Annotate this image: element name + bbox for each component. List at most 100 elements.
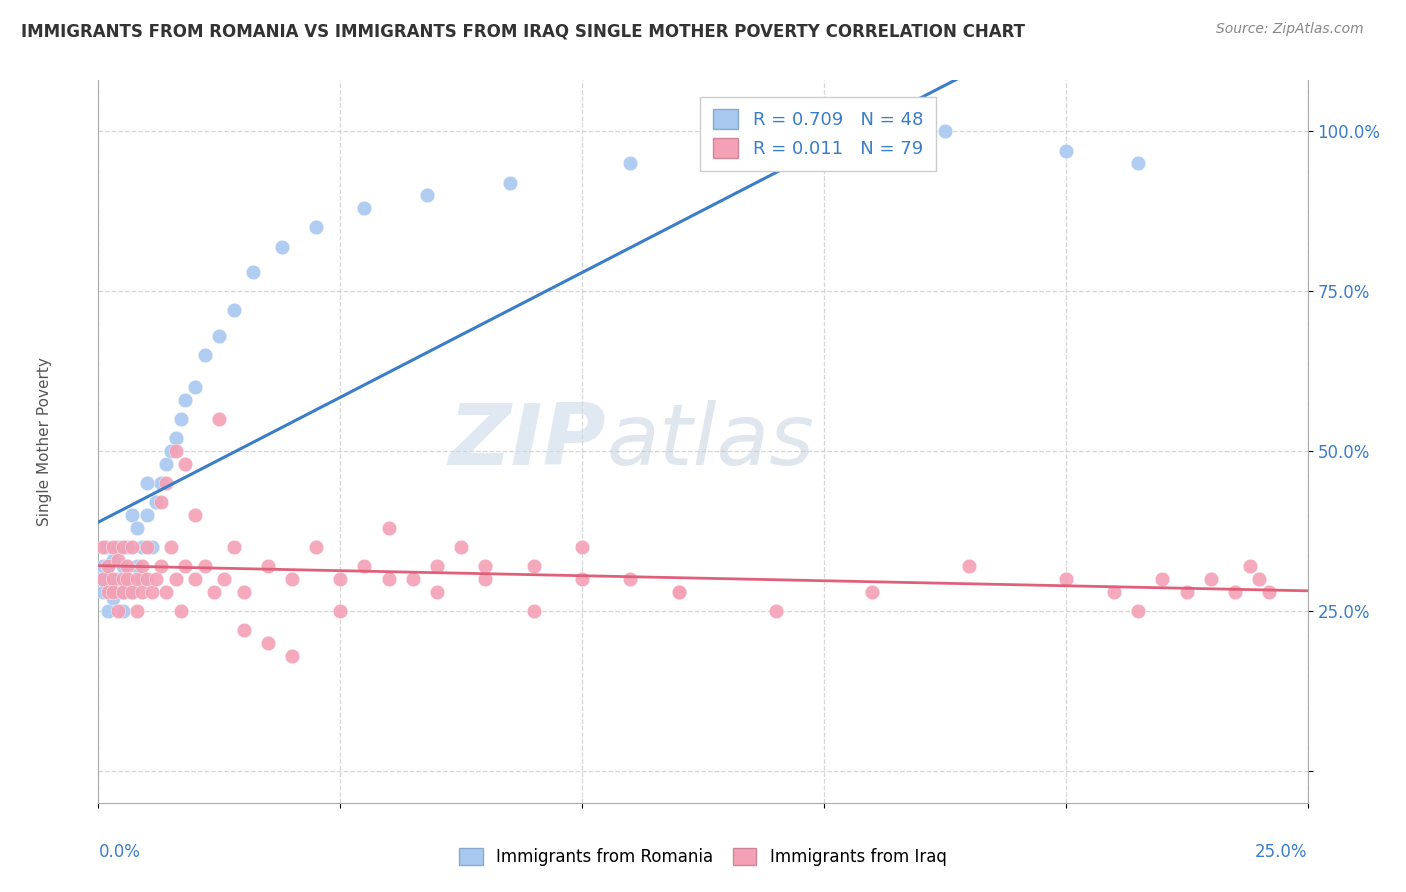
Point	[1152, 572, 1174, 586]
Point	[111, 584, 134, 599]
Point	[194, 559, 217, 574]
Point	[184, 572, 207, 586]
Point	[353, 559, 375, 574]
Point	[474, 559, 496, 574]
Point	[281, 572, 304, 586]
Point	[150, 476, 173, 491]
Point	[127, 521, 149, 535]
Point	[107, 604, 129, 618]
Point	[117, 559, 139, 574]
Point	[165, 572, 187, 586]
Point	[194, 348, 217, 362]
Point	[184, 508, 207, 522]
Point	[91, 584, 114, 599]
Text: Source: ZipAtlas.com: Source: ZipAtlas.com	[1216, 22, 1364, 37]
Point	[121, 584, 143, 599]
Point	[1175, 584, 1198, 599]
Point	[121, 508, 143, 522]
Point	[117, 572, 139, 586]
Point	[111, 540, 134, 554]
Point	[101, 584, 124, 599]
Point	[141, 584, 163, 599]
Point	[165, 431, 187, 445]
Point	[619, 572, 641, 586]
Point	[1054, 144, 1077, 158]
Point	[94, 540, 117, 554]
Point	[101, 584, 124, 599]
Point	[204, 584, 226, 599]
Text: atlas: atlas	[606, 400, 814, 483]
Point	[174, 457, 197, 471]
Point	[329, 604, 352, 618]
Point	[101, 572, 124, 586]
Point	[377, 572, 399, 586]
Point	[523, 559, 546, 574]
Point	[101, 553, 124, 567]
Point	[789, 137, 811, 152]
Point	[150, 495, 173, 509]
Point	[131, 540, 153, 554]
Point	[571, 540, 593, 554]
Point	[127, 572, 149, 586]
Point	[1102, 584, 1125, 599]
Point	[1054, 572, 1077, 586]
Point	[305, 540, 328, 554]
Point	[117, 572, 139, 586]
Point	[107, 540, 129, 554]
Point	[256, 559, 278, 574]
Point	[1128, 604, 1150, 618]
Point	[135, 540, 157, 554]
Legend: Immigrants from Romania, Immigrants from Iraq: Immigrants from Romania, Immigrants from…	[453, 841, 953, 873]
Point	[111, 584, 134, 599]
Point	[668, 584, 690, 599]
Point	[127, 559, 149, 574]
Point	[1128, 156, 1150, 170]
Point	[523, 604, 546, 618]
Point	[1199, 572, 1222, 586]
Point	[353, 201, 375, 215]
Text: ZIP: ZIP	[449, 400, 606, 483]
Point	[131, 584, 153, 599]
Point	[97, 572, 120, 586]
Point	[111, 604, 134, 618]
Point	[256, 636, 278, 650]
Point	[1257, 584, 1279, 599]
Point	[90, 572, 112, 586]
Point	[450, 540, 472, 554]
Point	[169, 412, 191, 426]
Point	[150, 559, 173, 574]
Point	[281, 648, 304, 663]
Point	[271, 239, 294, 253]
Point	[135, 476, 157, 491]
Point	[305, 220, 328, 235]
Point	[416, 188, 439, 202]
Point	[97, 559, 120, 574]
Point	[135, 508, 157, 522]
Point	[174, 392, 197, 407]
Point	[91, 559, 114, 574]
Point	[101, 540, 124, 554]
Point	[222, 303, 245, 318]
Point	[169, 604, 191, 618]
Point	[91, 540, 114, 554]
Text: 25.0%: 25.0%	[1256, 843, 1308, 861]
Point	[402, 572, 425, 586]
Point	[145, 495, 167, 509]
Point	[860, 584, 883, 599]
Point	[1249, 572, 1271, 586]
Point	[155, 584, 177, 599]
Point	[329, 572, 352, 586]
Point	[117, 540, 139, 554]
Point	[222, 540, 245, 554]
Point	[127, 604, 149, 618]
Point	[232, 584, 254, 599]
Text: IMMIGRANTS FROM ROMANIA VS IMMIGRANTS FROM IRAQ SINGLE MOTHER POVERTY CORRELATIO: IMMIGRANTS FROM ROMANIA VS IMMIGRANTS FR…	[21, 22, 1025, 40]
Point	[377, 521, 399, 535]
Point	[208, 412, 231, 426]
Point	[934, 124, 956, 138]
Point	[165, 444, 187, 458]
Point	[145, 572, 167, 586]
Point	[426, 559, 449, 574]
Point	[111, 572, 134, 586]
Point	[97, 559, 120, 574]
